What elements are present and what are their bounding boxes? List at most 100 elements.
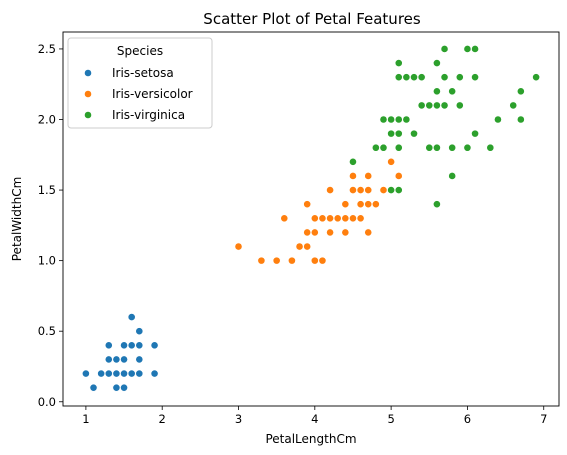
y-tick-label: 2.5 <box>38 42 56 56</box>
data-point <box>310 256 319 265</box>
data-point <box>425 143 434 152</box>
data-point <box>303 228 312 237</box>
data-point <box>81 369 90 378</box>
data-point <box>318 256 327 265</box>
y-tick-label: 2.0 <box>38 113 56 127</box>
legend-title: Species <box>117 44 163 58</box>
data-point <box>349 157 357 166</box>
data-point <box>356 186 365 194</box>
data-point <box>112 369 121 378</box>
x-axis: 1 2 3 4 5 6 7 <box>82 406 547 426</box>
data-point <box>257 256 266 265</box>
data-point <box>440 101 449 110</box>
y-tick-label: 1.0 <box>38 254 56 268</box>
data-point <box>135 327 144 336</box>
data-point <box>364 200 373 209</box>
legend-box <box>67 37 213 129</box>
data-point <box>280 214 289 223</box>
data-point <box>463 45 472 53</box>
data-point <box>387 157 396 166</box>
legend-marker <box>84 111 92 119</box>
data-point <box>410 129 418 138</box>
legend-marker <box>84 69 92 77</box>
data-point <box>349 214 357 223</box>
data-point <box>433 87 441 96</box>
data-point <box>341 214 350 223</box>
data-point <box>127 341 136 350</box>
data-point <box>364 186 373 194</box>
data-point <box>471 73 479 82</box>
data-point <box>410 73 418 82</box>
data-point <box>394 186 403 194</box>
data-point <box>318 214 327 223</box>
data-point <box>448 87 457 96</box>
y-axis: 0.0 0.5 1.0 1.5 2.0 2.5 <box>38 42 63 409</box>
data-point <box>364 228 373 237</box>
data-point <box>234 242 243 251</box>
data-point <box>310 214 319 223</box>
chart-title: Scatter Plot of Petal Features <box>203 10 421 28</box>
data-point <box>104 355 113 364</box>
data-point <box>455 73 464 82</box>
data-point <box>349 172 357 180</box>
x-tick-label: 1 <box>82 412 89 426</box>
data-point <box>417 101 426 110</box>
data-point <box>150 341 159 350</box>
data-point <box>371 200 380 209</box>
data-point <box>433 59 441 67</box>
data-point <box>455 101 464 110</box>
data-point <box>97 369 106 378</box>
data-point <box>333 214 342 223</box>
legend-items: Iris-setosa Iris-versicolor Iris-virginica <box>84 66 193 122</box>
data-point <box>471 45 479 53</box>
data-point <box>364 172 373 180</box>
data-point <box>120 341 128 350</box>
data-point <box>127 313 136 321</box>
data-point <box>471 129 479 138</box>
plot-area <box>81 45 541 392</box>
data-point <box>135 341 144 350</box>
data-point <box>89 383 98 392</box>
data-point <box>433 101 441 110</box>
data-point <box>326 228 334 237</box>
data-point <box>448 172 457 180</box>
data-point <box>135 369 144 378</box>
data-point <box>379 115 388 124</box>
data-point <box>402 73 411 82</box>
legend-marker <box>84 90 92 98</box>
data-point <box>104 341 113 350</box>
data-point <box>417 73 426 82</box>
data-point <box>288 256 296 265</box>
data-point <box>120 383 128 392</box>
data-point <box>112 355 121 364</box>
data-point <box>394 59 403 67</box>
data-point <box>112 383 121 392</box>
legend-label: Iris-virginica <box>112 108 185 122</box>
data-point <box>425 101 434 110</box>
data-point <box>371 143 380 152</box>
data-point <box>394 115 403 124</box>
data-point <box>356 200 365 209</box>
data-point <box>379 143 388 152</box>
data-point <box>104 369 113 378</box>
data-point <box>127 369 136 378</box>
data-point <box>394 143 403 152</box>
data-point <box>341 200 350 209</box>
data-point <box>394 73 403 82</box>
x-tick-label: 7 <box>540 412 547 426</box>
data-point <box>516 115 525 124</box>
plot-frame <box>62 31 560 407</box>
data-point <box>448 143 457 152</box>
data-point <box>326 214 334 223</box>
legend-label: Iris-versicolor <box>112 87 193 101</box>
data-point <box>341 228 350 237</box>
x-tick-label: 4 <box>311 412 318 426</box>
data-point <box>120 369 128 378</box>
data-point <box>516 87 525 96</box>
legend-label: Iris-setosa <box>112 66 174 80</box>
data-point <box>387 115 396 124</box>
data-point <box>310 228 319 237</box>
data-point <box>387 186 396 194</box>
legend: Species Iris-setosa Iris-versicolor Iris-v… <box>67 37 213 129</box>
